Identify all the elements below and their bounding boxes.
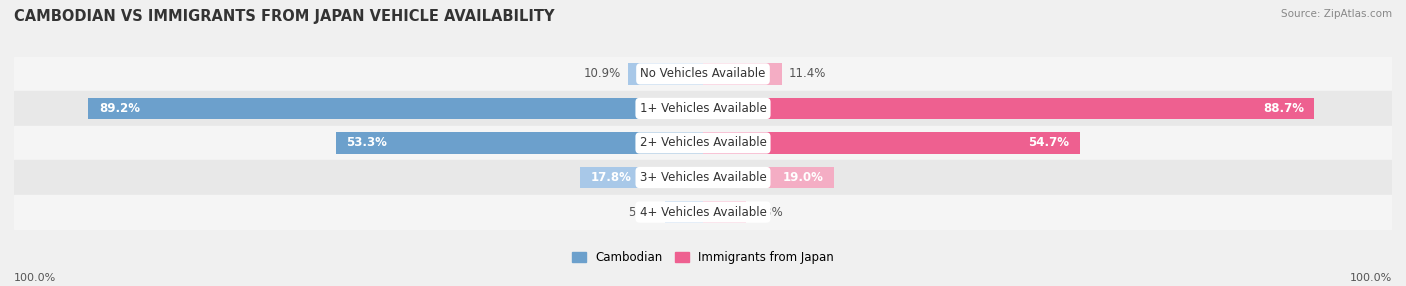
Text: 3+ Vehicles Available: 3+ Vehicles Available — [640, 171, 766, 184]
Text: 88.7%: 88.7% — [1263, 102, 1303, 115]
Bar — [336, 132, 703, 154]
Bar — [703, 98, 1315, 119]
Bar — [703, 167, 834, 188]
Text: No Vehicles Available: No Vehicles Available — [640, 67, 766, 80]
Text: 5.5%: 5.5% — [628, 206, 658, 219]
Bar — [14, 57, 1392, 91]
Legend: Cambodian, Immigrants from Japan: Cambodian, Immigrants from Japan — [567, 247, 839, 269]
Text: 6.3%: 6.3% — [754, 206, 783, 219]
Bar — [703, 63, 782, 85]
Bar — [14, 160, 1392, 195]
Bar — [14, 126, 1392, 160]
Text: 4+ Vehicles Available: 4+ Vehicles Available — [640, 206, 766, 219]
Text: CAMBODIAN VS IMMIGRANTS FROM JAPAN VEHICLE AVAILABILITY: CAMBODIAN VS IMMIGRANTS FROM JAPAN VEHIC… — [14, 9, 554, 23]
Bar — [581, 167, 703, 188]
Bar — [14, 195, 1392, 229]
Text: 17.8%: 17.8% — [591, 171, 631, 184]
Bar — [703, 132, 1080, 154]
Bar — [89, 98, 703, 119]
Text: 2+ Vehicles Available: 2+ Vehicles Available — [640, 136, 766, 150]
Text: 10.9%: 10.9% — [583, 67, 621, 80]
Bar — [703, 201, 747, 223]
Text: 1+ Vehicles Available: 1+ Vehicles Available — [640, 102, 766, 115]
Text: Source: ZipAtlas.com: Source: ZipAtlas.com — [1281, 9, 1392, 19]
Text: 19.0%: 19.0% — [783, 171, 824, 184]
Text: 100.0%: 100.0% — [1350, 273, 1392, 283]
Text: 54.7%: 54.7% — [1029, 136, 1070, 150]
Text: 89.2%: 89.2% — [98, 102, 139, 115]
Text: 53.3%: 53.3% — [346, 136, 387, 150]
Bar — [628, 63, 703, 85]
Text: 11.4%: 11.4% — [789, 67, 825, 80]
Bar — [665, 201, 703, 223]
Text: 100.0%: 100.0% — [14, 273, 56, 283]
Bar — [14, 91, 1392, 126]
